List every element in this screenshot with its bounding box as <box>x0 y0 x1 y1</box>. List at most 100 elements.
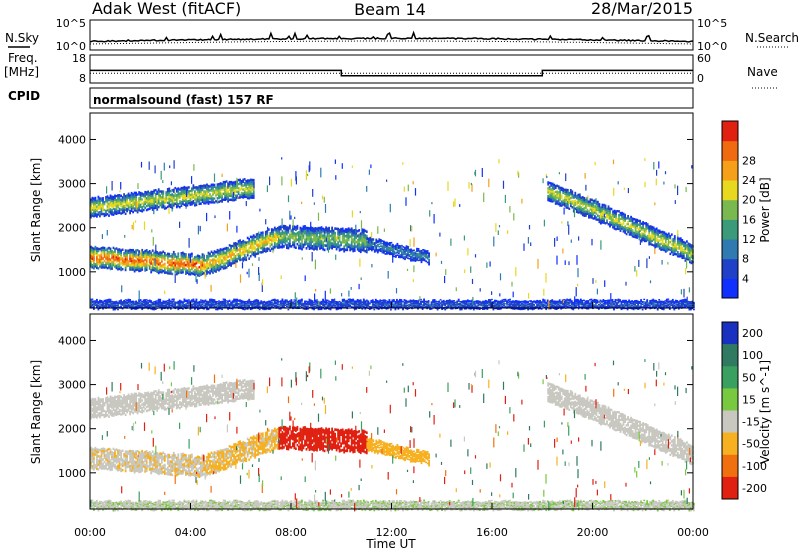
power-cell <box>613 215 616 218</box>
power-cell <box>183 301 186 303</box>
power-cell <box>96 266 98 270</box>
power-cell <box>144 206 147 209</box>
power-cell <box>118 267 121 271</box>
nave-tick-top: 60 <box>697 52 711 65</box>
power-cell <box>194 190 196 193</box>
power-cell <box>201 303 204 305</box>
power-cell <box>132 255 134 258</box>
power-cell <box>209 189 211 192</box>
power-cell <box>183 267 186 271</box>
power-cell <box>103 300 106 303</box>
power-cell <box>350 243 353 246</box>
power-cell <box>129 300 131 303</box>
power-cell <box>270 241 273 244</box>
power-cell <box>296 238 299 241</box>
power-cell <box>213 300 216 302</box>
power-cell <box>681 242 684 246</box>
power-cell <box>177 265 180 268</box>
power-cell <box>151 304 154 306</box>
power-cell <box>168 191 171 194</box>
power-cell <box>150 200 153 203</box>
power-cell <box>112 302 115 305</box>
power-cell <box>571 192 574 195</box>
power-cell <box>601 209 604 212</box>
power-cell <box>243 243 246 246</box>
power-cell <box>619 225 622 228</box>
power-cell <box>138 206 140 210</box>
power-cell <box>188 186 190 189</box>
power-cell <box>369 245 372 248</box>
power-cell <box>185 299 187 302</box>
power-cell <box>273 233 276 236</box>
power-cell <box>183 203 186 206</box>
power-cell <box>237 190 240 194</box>
power-cell <box>103 302 106 304</box>
power-cell <box>153 305 156 307</box>
power-cell <box>117 202 119 205</box>
power-cell <box>591 206 593 209</box>
power-cell <box>194 300 196 302</box>
power-cell <box>373 251 376 253</box>
power-cell <box>231 301 234 303</box>
power-cell <box>281 230 284 233</box>
power-cell <box>198 274 201 277</box>
power-cell <box>103 251 106 254</box>
power-cell <box>99 302 101 304</box>
power-cell <box>559 188 562 191</box>
power-cell <box>254 255 257 258</box>
power-cell <box>105 200 107 203</box>
power-cell <box>553 197 556 200</box>
power-cell <box>275 306 278 308</box>
power-cell <box>106 258 109 261</box>
power-cell <box>133 209 136 212</box>
power-cell <box>177 254 180 258</box>
power-cell <box>386 250 388 253</box>
power-cell <box>175 302 178 304</box>
power-cell <box>175 272 178 276</box>
power-cell <box>633 218 635 221</box>
noise-left-tick-bottom: 10^0 <box>56 40 86 53</box>
power-cell <box>239 194 241 197</box>
power-cell <box>105 211 107 215</box>
power-cell <box>218 306 220 308</box>
power-cell <box>595 212 598 215</box>
power-cell <box>396 244 399 246</box>
power-cell <box>150 262 153 265</box>
power-cell <box>114 256 116 260</box>
power-cell <box>224 184 226 188</box>
power-cell <box>600 218 602 221</box>
power-cell <box>353 229 356 232</box>
power-cell <box>225 246 228 250</box>
power-cell <box>239 299 241 301</box>
power-cell <box>106 266 109 270</box>
power-cell <box>209 304 211 307</box>
power-cell <box>133 197 136 200</box>
power-cell <box>133 303 136 306</box>
power-cell <box>90 305 92 308</box>
power-cell <box>414 256 417 259</box>
power-cell <box>172 266 175 269</box>
power-cell <box>655 237 658 240</box>
power-cell <box>664 250 667 253</box>
power-cell <box>132 210 134 214</box>
power-cell <box>361 244 364 247</box>
power-cell <box>210 259 213 262</box>
power-cell <box>121 196 124 199</box>
power-cell <box>197 192 199 195</box>
power-cell <box>571 200 574 203</box>
power-cell <box>367 240 370 242</box>
power-cell <box>129 263 131 267</box>
power-cell <box>185 186 187 190</box>
power-cell <box>251 305 254 307</box>
power-cell <box>343 234 346 237</box>
power-cell <box>628 231 631 234</box>
power-cell <box>548 191 551 194</box>
power-cell <box>302 234 305 238</box>
power-cell <box>258 301 261 304</box>
power-cell <box>147 308 150 310</box>
power-cell <box>219 301 222 304</box>
power-cell <box>304 229 306 233</box>
power-cell <box>209 252 211 256</box>
power-cell <box>136 207 139 210</box>
power-cell <box>228 263 231 267</box>
